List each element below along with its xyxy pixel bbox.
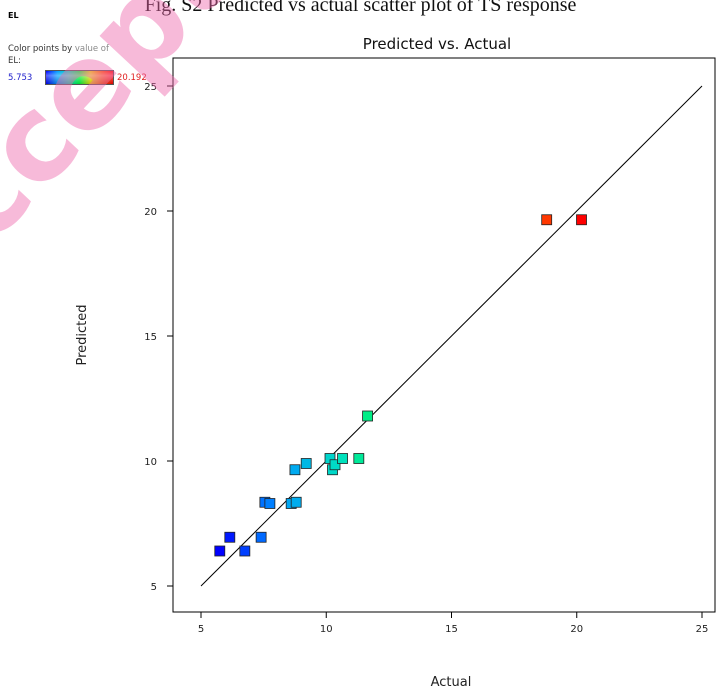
y-tick-label: 15 <box>144 332 157 343</box>
y-tick-label: 5 <box>151 582 157 593</box>
x-tick-label: 5 <box>198 624 204 635</box>
y-axis-title: Predicted <box>75 304 90 365</box>
x-tick-label: 15 <box>445 624 458 635</box>
legend-desc-value: value of <box>74 44 109 54</box>
data-point <box>239 545 251 557</box>
data-point <box>353 453 365 464</box>
legend-description: Color points by value of EL: <box>8 43 126 67</box>
data-point <box>329 459 341 471</box>
legend-color-bar <box>45 70 114 85</box>
figure-caption: Fig. S2 Predicted vs actual scatter plot… <box>144 0 577 16</box>
data-point <box>214 545 226 557</box>
x-axis-ticks: 5 10 15 20 25 <box>198 612 709 635</box>
data-points <box>214 214 587 557</box>
y-tick-label: 20 <box>144 207 157 218</box>
data-point <box>224 531 236 543</box>
reference-line <box>200 85 703 587</box>
legend-desc-prefix: Color points by <box>8 44 73 54</box>
data-point <box>255 531 267 543</box>
x-tick-label: 25 <box>696 624 709 635</box>
y-axis-ticks: 5 10 15 20 25 <box>144 82 173 593</box>
watermark: ccepte <box>0 0 260 240</box>
legend-desc-var: EL: <box>8 56 21 66</box>
x-tick-label: 10 <box>320 624 333 635</box>
data-point <box>541 214 553 226</box>
data-point <box>576 214 587 226</box>
legend-min-label: 5.753 <box>8 73 33 83</box>
plot-frame <box>172 57 716 613</box>
x-axis-title: Actual <box>431 675 472 690</box>
data-point <box>290 496 302 508</box>
x-tick-label: 20 <box>570 624 583 635</box>
y-tick-label: 25 <box>144 82 157 93</box>
svg-text:ccepte: ccepte <box>0 0 260 240</box>
data-point <box>300 458 312 469</box>
legend-max-label: 20.192 <box>117 73 147 83</box>
data-point <box>264 498 276 509</box>
legend-title: EL <box>8 11 19 20</box>
data-point <box>362 410 373 422</box>
data-point <box>289 464 301 476</box>
chart-title: Predicted vs. Actual <box>363 35 511 53</box>
y-tick-label: 10 <box>144 457 157 468</box>
data-point <box>337 453 348 464</box>
